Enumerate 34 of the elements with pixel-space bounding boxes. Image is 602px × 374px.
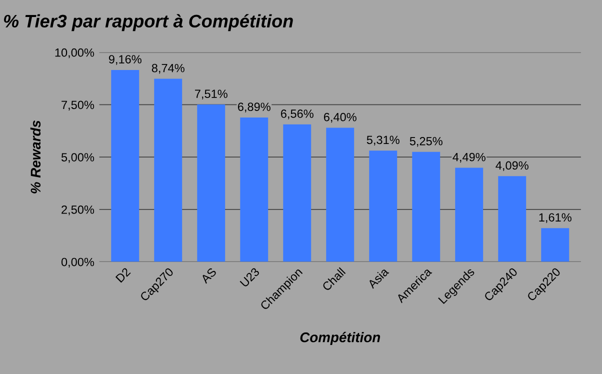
bar <box>541 228 570 262</box>
x-tick-label: D2 <box>115 267 131 283</box>
data-label: 4,49% <box>452 152 486 163</box>
bar <box>154 78 182 262</box>
x-tick-label: Asia <box>366 266 390 290</box>
data-label: 6,56% <box>280 110 314 120</box>
chart-title: % Tier3 par rapport à Compétition <box>4 14 293 32</box>
bar <box>240 117 268 262</box>
bar <box>326 128 354 262</box>
data-label: 6,40% <box>324 112 356 123</box>
data-label: 5,25% <box>410 136 442 147</box>
y-tick-label: 5,00% <box>61 153 94 163</box>
y-tick-label: 7,50% <box>62 100 94 111</box>
data-label: 4,09% <box>496 161 528 172</box>
y-axis-title: % Rewards <box>30 120 41 194</box>
bar <box>369 150 398 262</box>
bar <box>412 152 440 262</box>
y-tick-label: 0,00% <box>61 258 94 268</box>
data-label: 1,61% <box>539 213 572 223</box>
bar <box>498 176 526 262</box>
bar <box>197 104 226 262</box>
y-tick-label: 10,00% <box>55 48 94 58</box>
bar <box>111 70 140 262</box>
data-label: 6,89% <box>238 102 270 112</box>
x-axis-title: Compétition <box>300 332 380 346</box>
x-tick-label: U23 <box>240 267 260 288</box>
bar <box>283 124 312 262</box>
data-label: 5,31% <box>366 136 400 146</box>
x-tick-label: AS <box>200 267 217 284</box>
data-label: 7,51% <box>195 90 228 100</box>
y-tick-label: 2,50% <box>62 205 94 216</box>
data-label: 8,74% <box>152 64 184 74</box>
data-label: 9,16% <box>108 55 142 65</box>
bar <box>455 168 484 262</box>
